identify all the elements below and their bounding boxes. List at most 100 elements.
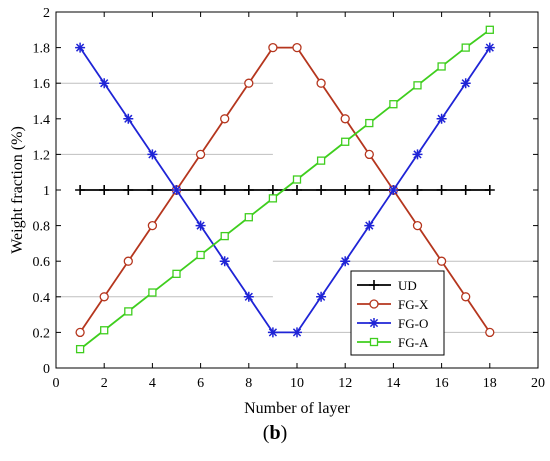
- y-tick-label: 1.2: [33, 148, 51, 163]
- x-tick-label: 2: [101, 376, 108, 391]
- data-point-plus: [292, 185, 302, 195]
- series-layer: [75, 25, 495, 354]
- data-point-square: [244, 213, 253, 222]
- data-point-circle: [340, 114, 350, 124]
- series-fg-a: [75, 25, 494, 354]
- y-tick-label: 1.8: [33, 42, 51, 57]
- data-point-square: [172, 269, 181, 278]
- y-tick-label: 1.4: [33, 113, 51, 128]
- series-line: [79, 47, 491, 334]
- x-axis-label: Number of layer: [244, 400, 350, 417]
- data-point-circle: [364, 149, 374, 160]
- data-point-plus: [267, 185, 278, 195]
- data-point-asterisk: [340, 256, 351, 267]
- data-point-asterisk: [243, 291, 254, 302]
- series-line: [79, 46, 491, 333]
- legend-label: UD: [398, 278, 417, 293]
- caption-close-paren: ): [280, 422, 288, 444]
- data-point-circle: [123, 256, 133, 266]
- data-point-square: [124, 307, 133, 316]
- data-point-plus: [436, 185, 447, 195]
- data-point-asterisk: [412, 149, 423, 160]
- y-tick-label: 0.2: [33, 326, 51, 341]
- data-point-square: [389, 100, 398, 109]
- axis-tick-labels: 0 2 4 6 8 10 12 14 16 18 20 0 0.2 0.4 0.6 0.8 1 1.2 1.4 1.6…: [33, 6, 546, 391]
- y-tick-label: 1.6: [33, 77, 51, 92]
- data-point-asterisk: [267, 327, 278, 338]
- data-point-circle: [436, 256, 447, 266]
- data-point-circle: [147, 220, 158, 231]
- data-point-asterisk: [292, 327, 302, 338]
- data-point-circle: [461, 292, 471, 302]
- legend: UD FG-X FG-O FG-A: [350, 270, 445, 356]
- caption-letter: b: [269, 422, 281, 444]
- x-tick-label: 0: [53, 376, 60, 391]
- data-point-asterisk: [75, 42, 86, 53]
- data-point-circle: [195, 149, 206, 160]
- data-point-asterisk: [99, 78, 110, 89]
- data-point-square: [292, 175, 302, 184]
- data-point-circle: [412, 220, 423, 231]
- y-tick-label: 1: [43, 184, 50, 199]
- x-tick-label: 10: [290, 376, 304, 391]
- data-point-plus: [340, 185, 351, 195]
- data-point-plus: [364, 185, 375, 195]
- data-point-square: [413, 81, 422, 90]
- data-point-plus: [219, 185, 230, 195]
- data-point-circle: [75, 327, 85, 338]
- data-point-asterisk: [388, 185, 399, 195]
- data-point-square: [369, 337, 379, 347]
- data-point-asterisk: [436, 113, 447, 124]
- legend-label: FG-A: [398, 335, 429, 350]
- legend-item: UD: [357, 278, 417, 293]
- y-tick-label: 0.8: [33, 220, 51, 235]
- series-fg-x: [75, 42, 495, 338]
- data-point-plus: [460, 185, 471, 195]
- x-tick-label: 12: [338, 376, 352, 391]
- data-point-plus: [316, 185, 327, 195]
- data-point-circle: [268, 42, 278, 53]
- legend-label: FG-O: [398, 316, 428, 331]
- data-point-asterisk: [219, 256, 230, 267]
- y-tick-label: 0: [43, 362, 50, 377]
- data-point-plus: [123, 185, 134, 195]
- legend-item: FG-A: [357, 335, 429, 350]
- data-point-circle: [369, 299, 379, 309]
- y-axis-label: Weight fraction (%): [9, 126, 26, 254]
- legend-item: FG-X: [357, 297, 429, 312]
- x-tick-label: 20: [531, 376, 545, 391]
- x-tick-label: 8: [245, 376, 252, 391]
- data-point-asterisk: [364, 220, 375, 231]
- data-point-square: [148, 288, 157, 297]
- legend-label: FG-X: [398, 297, 429, 312]
- x-tick-label: 4: [149, 376, 156, 391]
- x-tick-label: 18: [483, 376, 497, 391]
- data-point-square: [220, 231, 229, 241]
- data-point-plus: [369, 280, 379, 290]
- data-point-asterisk: [484, 42, 495, 53]
- data-point-square: [75, 344, 85, 354]
- data-point-square: [365, 118, 374, 128]
- data-point-circle: [244, 78, 254, 88]
- y-tick-label: 2: [43, 6, 50, 21]
- y-tick-label: 0.6: [33, 255, 51, 270]
- series-fg-o: [75, 42, 495, 338]
- data-point-circle: [316, 78, 326, 88]
- data-point-plus: [99, 185, 110, 195]
- data-point-asterisk: [460, 78, 471, 89]
- data-point-asterisk: [195, 220, 206, 231]
- x-tick-label: 14: [386, 376, 400, 391]
- data-point-plus: [412, 185, 423, 195]
- data-point-plus: [195, 185, 206, 195]
- data-point-asterisk: [171, 185, 182, 195]
- data-point-circle: [485, 327, 495, 338]
- data-point-asterisk: [316, 291, 327, 302]
- data-point-plus: [75, 185, 86, 195]
- data-point-square: [268, 194, 278, 203]
- data-point-asterisk: [147, 149, 158, 160]
- data-point-plus: [484, 185, 495, 195]
- figure-caption: (b): [0, 422, 550, 445]
- data-point-asterisk: [123, 113, 134, 124]
- x-tick-label: 16: [435, 376, 449, 391]
